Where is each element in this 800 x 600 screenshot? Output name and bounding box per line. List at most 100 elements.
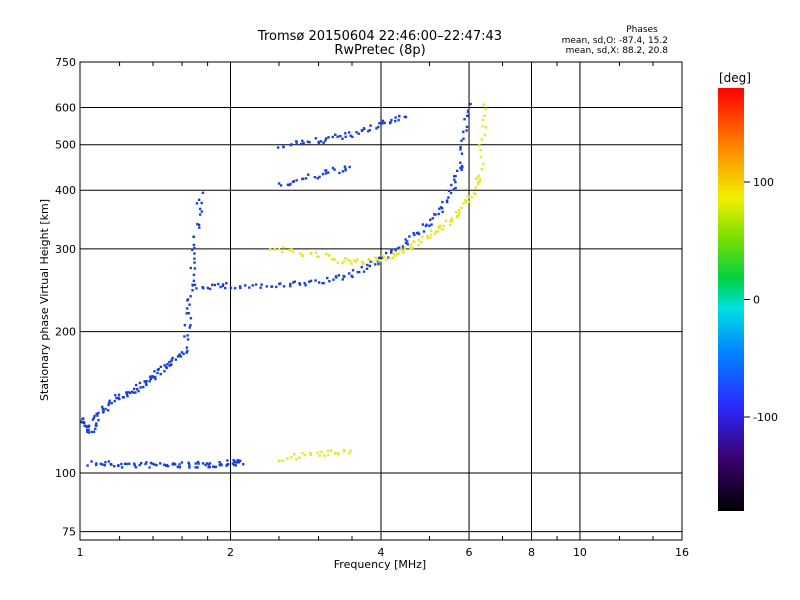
echo-point (101, 411, 105, 414)
x-tick-label: 8 (528, 546, 535, 559)
echo-point (168, 360, 171, 364)
echo-point (308, 280, 311, 283)
echo-point (324, 139, 327, 142)
y-tick-label: 75 (62, 526, 76, 539)
echo-point (118, 397, 121, 401)
echo-point (362, 262, 365, 265)
echo-point (331, 166, 335, 170)
echo-point (381, 254, 384, 257)
echo-point (344, 169, 347, 172)
echo-point (439, 224, 442, 227)
echo-point (350, 262, 353, 265)
echo-point (186, 334, 189, 337)
echo-point (295, 141, 298, 144)
echo-point (460, 164, 464, 168)
echo-point (378, 122, 381, 125)
echo-point (289, 282, 292, 286)
x-tick-label: 2 (227, 546, 234, 559)
echo-point (251, 284, 254, 287)
echo-point (91, 418, 95, 421)
echo-point (127, 391, 130, 394)
echo-point (380, 256, 384, 259)
echo-point (139, 386, 142, 389)
echo-point (447, 196, 450, 199)
echo-point (317, 281, 321, 284)
echo-point (332, 257, 335, 261)
echo-point (187, 311, 190, 315)
echo-point (439, 206, 443, 209)
echo-point (342, 274, 345, 278)
echo-point (394, 116, 397, 119)
echo-point (425, 223, 428, 227)
echo-point (144, 382, 148, 385)
echo-point (342, 448, 346, 452)
echo-point (326, 449, 330, 453)
echo-point (202, 287, 205, 290)
echo-point (90, 430, 93, 434)
echo-point (483, 133, 487, 137)
echo-point (478, 180, 481, 184)
echo-point (194, 462, 198, 465)
echo-point (86, 464, 89, 467)
echo-point (452, 188, 456, 191)
echo-point (115, 396, 118, 400)
echo-point (90, 460, 93, 463)
echo-point (374, 263, 377, 266)
echo-point (87, 428, 90, 432)
echo-point (480, 138, 483, 141)
echo-point (433, 232, 436, 235)
echo-point (420, 240, 423, 244)
echo-point (148, 379, 151, 383)
echo-point (227, 462, 230, 466)
x-tick-label: 1 (77, 546, 84, 559)
echo-point (342, 260, 346, 263)
echo-point (344, 135, 347, 139)
echo-point (188, 303, 191, 306)
echo-point (379, 259, 382, 263)
echo-point (341, 261, 344, 265)
echo-point (191, 283, 194, 287)
echo-point (454, 180, 457, 184)
echo-point (347, 272, 351, 275)
echo-point (460, 139, 463, 142)
echo-point (218, 461, 221, 464)
echo-point (437, 212, 440, 216)
echo-point (235, 461, 238, 464)
echo-point (107, 401, 111, 405)
x-tick-label: 10 (573, 546, 587, 559)
echo-point (193, 257, 196, 260)
echo-point (426, 236, 430, 239)
echo-point (217, 282, 220, 286)
echo-point (176, 465, 179, 469)
echo-point (205, 462, 209, 465)
echo-point (79, 420, 82, 423)
echo-point (178, 466, 182, 469)
echo-point (333, 168, 336, 171)
echo-point (465, 125, 469, 129)
echo-point (377, 256, 381, 260)
echo-point (425, 235, 429, 238)
echo-point (430, 223, 433, 226)
echo-point (404, 238, 407, 241)
echo-point (298, 283, 302, 286)
echo-point (441, 210, 444, 214)
echo-point (309, 279, 313, 283)
echo-point (83, 421, 86, 425)
echo-point (453, 178, 456, 181)
echo-point (431, 217, 434, 220)
echo-point (117, 393, 121, 396)
echo-point (391, 256, 395, 259)
echo-point (185, 346, 189, 349)
echo-point (233, 460, 236, 463)
echo-point (479, 178, 482, 181)
echo-point (180, 461, 184, 464)
echo-point (193, 252, 196, 255)
echo-point (200, 201, 203, 205)
echo-point (295, 179, 298, 182)
echo-point (441, 207, 444, 210)
echo-point (148, 466, 151, 469)
echo-point (453, 175, 456, 178)
echo-point (128, 391, 132, 395)
echo-point (151, 376, 155, 379)
echo-point (198, 213, 202, 216)
